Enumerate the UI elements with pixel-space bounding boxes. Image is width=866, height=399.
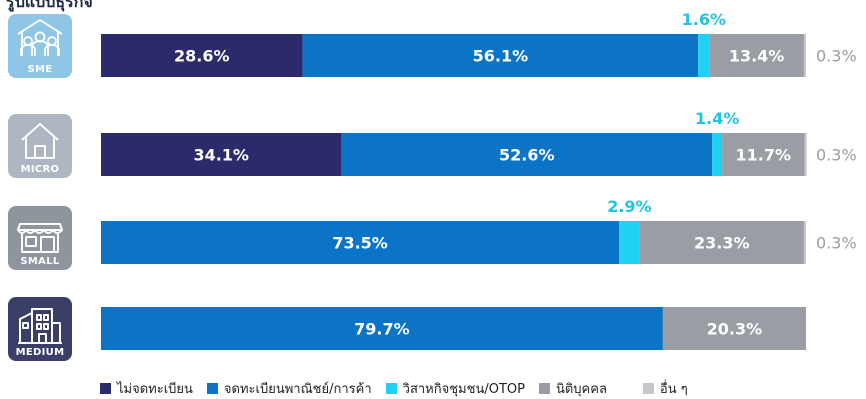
small-shop-icon: SMALL bbox=[8, 206, 72, 270]
data-label-micro-s3: 11.7% bbox=[736, 146, 792, 165]
legend-item-s0: ไม่จดทะเบียน bbox=[100, 378, 193, 399]
micro-icon-label: MICRO bbox=[20, 164, 60, 175]
bar-segment-sme-s3 bbox=[709, 34, 804, 77]
data-label-sme-s4: 0.3% bbox=[816, 47, 857, 66]
small-icon-label: SMALL bbox=[20, 256, 60, 267]
legend-label-s0: ไม่จดทะเบียน bbox=[117, 382, 193, 397]
legend-swatch-s0 bbox=[100, 383, 111, 394]
sme-building-icon: SME bbox=[8, 14, 72, 78]
data-label-small-s2: 2.9% bbox=[607, 197, 651, 216]
data-label-medium-s1: 79.7% bbox=[354, 320, 410, 339]
data-label-micro-s2: 1.4% bbox=[695, 109, 739, 128]
legend-swatch-s2 bbox=[385, 383, 397, 394]
bar-segment-sme-s2 bbox=[698, 34, 710, 77]
page-title: รูปแบบธุรกิจ bbox=[6, 0, 93, 11]
bar-segment-medium-s1 bbox=[101, 307, 663, 350]
legend-label-s4: อื่น ๆ bbox=[659, 382, 688, 397]
legend-swatch-s3 bbox=[538, 383, 550, 394]
bar-segment-small-s3 bbox=[639, 221, 804, 264]
medium-building-icon: MEDIUM bbox=[8, 297, 72, 361]
bar-segment-sme-s0 bbox=[101, 34, 303, 77]
data-label-micro-s1: 52.6% bbox=[499, 146, 555, 165]
data-label-sme-s0: 28.6% bbox=[174, 47, 230, 66]
bar-segment-small-s2 bbox=[619, 221, 640, 264]
data-label-small-s1: 73.5% bbox=[332, 234, 388, 253]
legend-label-s3: นิติบุคคล bbox=[555, 382, 607, 397]
legend-item-s3: นิติบุคคล bbox=[538, 378, 607, 399]
bar-segment-micro-s3 bbox=[722, 133, 805, 176]
data-label-micro-s0: 34.1% bbox=[193, 146, 249, 165]
bar-segment-small-s1 bbox=[101, 221, 620, 264]
bar-segment-micro-s0 bbox=[101, 133, 342, 176]
legend-label-s1: จดทะเบียนพาณิชย์/การค้า bbox=[223, 382, 372, 397]
legend-item-s1: จดทะเบียนพาณิชย์/การค้า bbox=[206, 378, 372, 399]
legend-item-s2: วิสาหกิจชุมชน/OTOP bbox=[385, 378, 525, 399]
bar-segment-micro-s1 bbox=[341, 133, 713, 176]
legend-item-s4: อื่น ๆ bbox=[642, 378, 688, 399]
micro-house-icon: MICRO bbox=[8, 114, 72, 178]
data-label-small-s3: 23.3% bbox=[694, 234, 750, 253]
legend-swatch-s1 bbox=[206, 383, 218, 394]
bar-segment-micro-s2 bbox=[712, 133, 723, 176]
data-label-micro-s4: 0.3% bbox=[816, 146, 857, 165]
bar-segment-sme-s4 bbox=[803, 34, 806, 77]
data-label-small-s4: 0.3% bbox=[816, 234, 857, 253]
bar-segment-sme-s1 bbox=[302, 34, 699, 77]
bar-segment-medium-s3 bbox=[662, 307, 806, 350]
data-label-sme-s3: 13.4% bbox=[729, 47, 785, 66]
data-label-sme-s1: 56.1% bbox=[473, 47, 529, 66]
sme-icon-label: SME bbox=[27, 64, 53, 75]
stacked-bar-chart: 28.6% 56.1% 1.6%13.4% 0.3% 34.1% 52.6% 1.4% 11.… bbox=[101, 10, 857, 350]
bar-segment-small-s4 bbox=[803, 221, 806, 264]
data-label-medium-s3: 20.3% bbox=[707, 320, 763, 339]
medium-icon-label: MEDIUM bbox=[15, 347, 65, 358]
bar-segment-micro-s4 bbox=[804, 133, 807, 176]
legend-swatch-s4 bbox=[642, 383, 654, 394]
legend-label-s2: วิสาหกิจชุมชน/OTOP bbox=[402, 382, 525, 397]
data-label-sme-s2: 1.6% bbox=[682, 10, 726, 29]
chart-legend: ไม่จดทะเบียน จดทะเบียนพาณิชย์/การค้า วิสาห… bbox=[100, 380, 860, 397]
